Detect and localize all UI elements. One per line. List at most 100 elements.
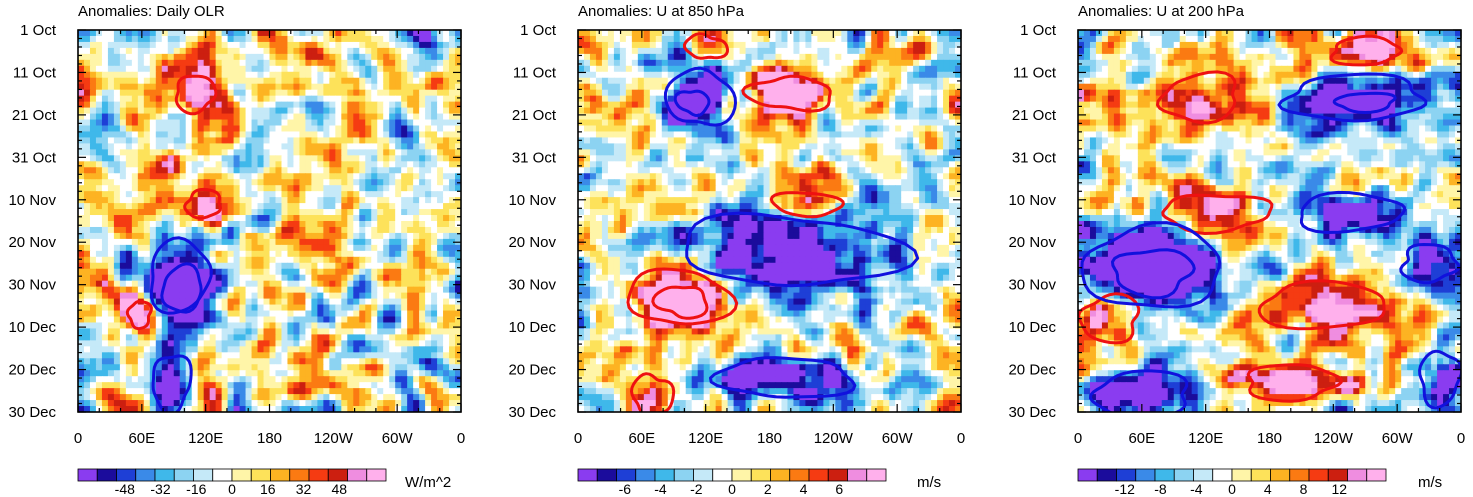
heatmap-cell [179,137,187,145]
heatmap-cell [119,364,127,371]
heatmap-cell [119,89,127,97]
heatmap-cell [239,209,247,216]
heatmap-cell [257,209,265,216]
heatmap-cell [125,292,133,300]
heatmap-cell [149,322,157,330]
heatmap-cell [95,131,103,139]
heatmap-cell [311,304,318,312]
heatmap-cell [637,77,645,85]
heatmap-cell [419,232,426,240]
heatmap-cell [449,244,456,252]
heatmap-cell [943,53,950,61]
heatmap-cell [389,83,396,91]
heatmap-cell [443,197,450,204]
heatmap-cell [443,250,450,258]
heatmap-cell [78,244,85,252]
heatmap-cell [853,35,860,43]
heatmap-cell [203,65,211,73]
heatmap-cell [83,47,91,55]
heatmap-cell [83,298,91,306]
heatmap-cell [167,298,175,306]
heatmap-cell [101,173,109,180]
heatmap-cell [437,388,444,395]
heatmap-cell [949,35,956,43]
heatmap-cell [161,328,169,336]
heatmap-cell [107,65,115,73]
heatmap-cell [83,328,91,336]
heatmap-cell [835,47,842,55]
heatmap-cell [293,262,301,270]
heatmap-cell [401,226,408,234]
heatmap-cell [805,47,812,55]
heatmap-cell [311,280,318,288]
heatmap-cell [919,89,926,97]
heatmap-cell [101,370,109,377]
heatmap-cell [173,113,181,121]
heatmap-cell [841,30,848,37]
heatmap-cell [329,149,336,156]
heatmap-cell [323,262,330,270]
heatmap-cell [919,35,926,43]
heatmap-cell [173,280,181,288]
heatmap-cell [233,328,241,336]
heatmap-cell [209,316,217,324]
heatmap-cell [739,35,747,43]
heatmap-cell [293,89,301,97]
heatmap-cell [101,131,109,139]
heatmap-cell [191,322,199,330]
heatmap-cell [137,143,145,150]
heatmap-cell [407,310,414,318]
heatmap-cell [829,47,836,55]
heatmap-cell [619,89,627,97]
heatmap-cell [419,280,426,288]
heatmap-cell [281,400,289,407]
heatmap-cell [655,77,663,85]
heatmap-cell [419,101,426,109]
colorbar-swatch [212,468,233,482]
heatmap-cell [137,95,145,103]
heatmap-cell [83,185,91,192]
heatmap-cell [859,83,866,91]
heatmap-cell [413,119,420,127]
heatmap-cell [359,292,366,300]
heatmap-cell [293,274,301,282]
heatmap-cell [185,95,193,103]
heatmap-cell [287,203,295,210]
heatmap-cell [107,35,115,43]
heatmap-cell [955,35,961,43]
heatmap-cell [131,316,139,324]
heatmap-cell [149,125,157,133]
heatmap-cell [209,185,217,192]
heatmap-cell [251,179,259,186]
heatmap-cell [161,394,169,401]
heatmap-cell [209,388,217,395]
heatmap-cell [847,53,854,61]
heatmap-cell [413,47,420,55]
heatmap-cell [455,334,461,341]
heatmap-cell [251,83,259,91]
heatmap-cell [215,388,223,395]
heatmap-cell [161,352,169,359]
heatmap-cell [161,101,169,109]
heatmap-cell [335,274,342,282]
heatmap-cell [353,274,360,282]
heatmap-cell [395,310,402,318]
heatmap-cell [443,394,450,401]
heatmap-cell [425,292,432,300]
heatmap-cell [395,274,402,282]
heatmap-cell [377,232,384,240]
heatmap-cell [275,364,283,371]
heatmap-cell [281,95,289,103]
heatmap-cell [437,47,444,55]
heatmap-cell [443,286,450,294]
heatmap-cell [311,30,318,37]
heatmap-cell [395,346,402,353]
heatmap-cell [125,328,133,336]
heatmap-cell [179,83,187,91]
heatmap-cell [425,232,432,240]
heatmap-cell [197,95,205,103]
heatmap-cell [263,394,271,401]
heatmap-cell [221,167,229,174]
heatmap-cell [221,244,229,252]
heatmap-cell [931,77,938,85]
